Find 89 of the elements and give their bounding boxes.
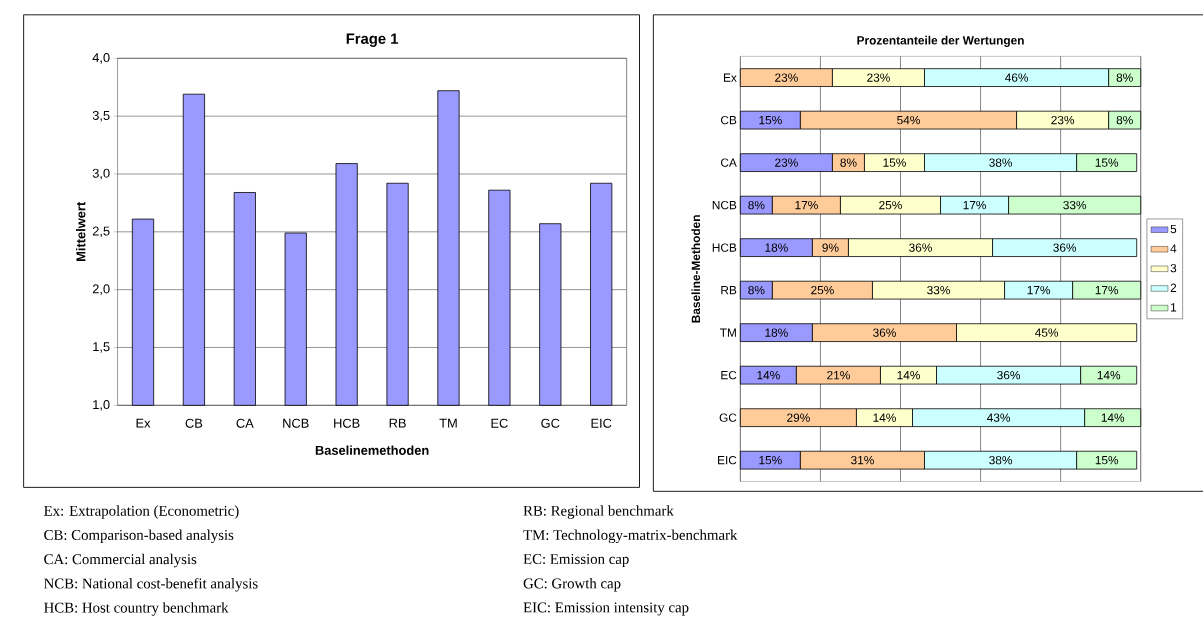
data-label: 8% [1116,115,1133,125]
x-tick-label: HCB [334,418,360,428]
data-label: 15% [759,116,782,125]
data-label: 8% [1116,73,1133,82]
text: EC: Emission cap [523,554,629,568]
text: NCB: National cost-benefit analysis [44,578,258,592]
text: CB: Comparison-based analysis [44,529,234,544]
x-tick-label: NCB [283,418,309,428]
chart-title: Prozentanteile der Wertungen [857,35,1024,47]
y-tick-label: 4,0 [92,53,110,64]
y-tick-label: 1,5 [93,342,110,353]
y-tick-label: RB [721,286,737,295]
y-tick-label: EIC [718,456,737,465]
text: HCB: Host country benchmark [44,602,229,616]
y-tick-label: TM [719,328,736,337]
text: TM: Technology-matrix-benchmark [523,529,738,544]
text: Ex: Extrapolation (Econometric) [44,505,239,519]
x-tick-label: GC [541,418,560,428]
data-label: 33% [1063,201,1087,210]
legend-label: 4 [1170,244,1177,253]
data-label: 36% [873,328,896,337]
data-label: 45% [1035,328,1059,337]
data-label: 33% [927,286,950,295]
data-label: 36% [997,371,1021,380]
data-label: 17% [795,201,818,210]
y-tick-label: CA [720,158,737,167]
y-tick-label: 3,0 [92,168,110,180]
x-tick-label: RB [389,418,406,428]
data-label: 17% [1027,286,1051,295]
data-label: 23% [775,73,798,82]
x-tick-label: EIC [591,418,612,428]
y-axis-title: Mittelwert [76,202,86,262]
legend-label: 2 [1170,283,1177,292]
data-label: 36% [909,243,932,252]
data-label: 23% [775,158,798,167]
y-tick-label: 2,0 [92,284,110,296]
x-tick-label: TM [439,418,457,428]
text: CA: Commercial analysis [44,553,197,568]
legend-label: 5 [1170,224,1177,234]
data-label: 54% [897,116,920,125]
y-tick-label: HCB [712,243,737,252]
x-tick-label: Ex [136,418,151,428]
data-label: 15% [1095,456,1119,465]
x-tick-label: CA [236,418,254,428]
x-tick-label: EC [491,418,508,428]
data-label: 17% [963,201,986,210]
data-label: 36% [1053,243,1077,252]
chart-title: Frage 1 [346,33,399,47]
data-label: 46% [1005,73,1029,82]
data-label: 38% [989,456,1013,465]
data-label: 8% [748,201,765,210]
data-label: 31% [851,456,874,465]
data-label: 14% [897,371,920,380]
data-label: 25% [811,286,834,295]
y-axis-title: Baseline-Methoden [691,215,701,323]
data-label: 8% [748,286,765,295]
data-label: 14% [757,371,780,380]
data-label: 38% [989,158,1013,167]
data-label: 14% [1097,371,1121,380]
data-label: 14% [1101,413,1125,422]
y-tick-label: NCB [712,201,737,210]
data-label: 43% [986,413,1011,422]
y-tick-label: 2,5 [92,226,110,238]
x-tick-label: CB [185,418,203,428]
text: RB: Regional benchmark [523,505,674,519]
data-label: 21% [827,371,850,380]
y-tick-label: EC [721,371,737,380]
data-label: 18% [765,243,788,252]
data-label: 15% [1095,158,1119,167]
legend-label: 3 [1170,264,1177,273]
data-label: 25% [879,201,902,210]
data-label: 23% [867,73,890,82]
x-axis-title: Baselinemethoden [315,445,429,455]
data-label: 23% [1051,115,1075,125]
data-label: 17% [1095,286,1119,295]
y-tick-label: Ex [723,73,737,82]
data-label: 9% [822,243,839,252]
data-label: 8% [840,158,857,167]
text: EIC: Emission intensity cap [523,602,689,616]
data-label: 15% [883,158,906,167]
legend-label: 1 [1171,303,1177,312]
text: GC: Growth cap [523,578,621,592]
y-tick-label: 3,5 [92,110,110,122]
data-label: 14% [873,413,896,422]
y-tick-label: 1,0 [93,400,110,411]
data-label: 18% [765,328,788,337]
data-label: 15% [759,456,782,465]
data-label: 29% [787,413,810,422]
y-tick-label: CB [720,115,737,125]
